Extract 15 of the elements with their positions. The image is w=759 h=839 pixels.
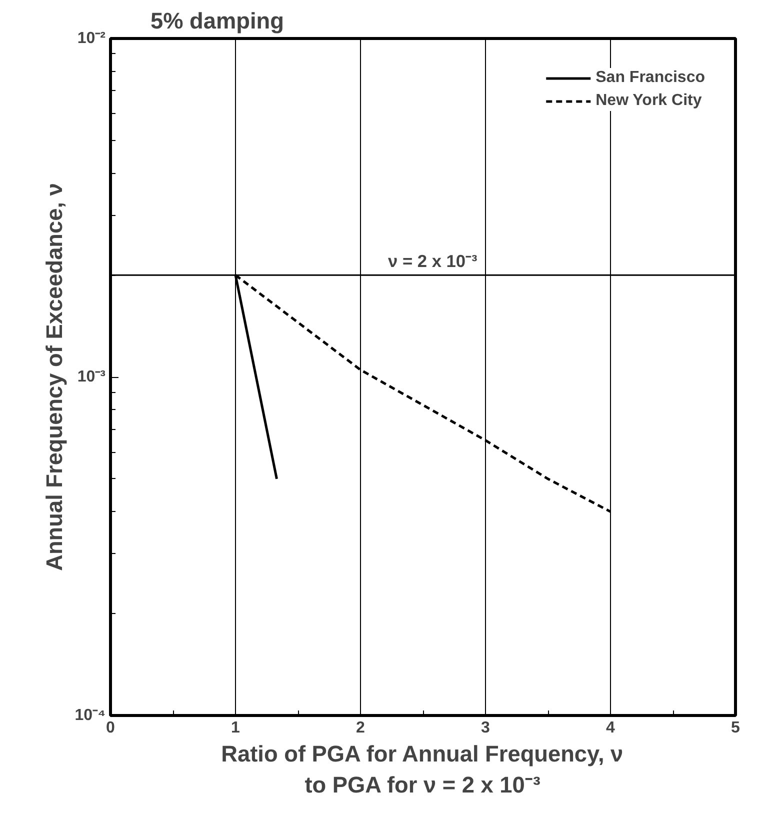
y-tick-label: 10⁻³ <box>77 368 106 386</box>
legend-label: New York City <box>596 92 702 110</box>
x-tick-label: 5 <box>731 720 740 736</box>
legend-label: San Francisco <box>596 69 705 87</box>
ref-line-label: ν = 2 x 10⁻³ <box>388 251 478 272</box>
chart-title: 5% damping <box>150 8 284 34</box>
x-axis-title: Ratio of PGA for Annual Frequency, ν to PGA for ν = 2 x 10⁻³ <box>221 740 624 798</box>
x-tick-label: 4 <box>606 720 616 736</box>
x-tick-label: 3 <box>481 720 490 736</box>
y-axis-title: Annual Frequency of Exceedance, ν <box>40 183 67 571</box>
x-tick-label: 0 <box>106 720 116 736</box>
x-tick-label: 2 <box>356 720 366 736</box>
y-tick-label: 10⁻² <box>77 30 106 47</box>
x-tick-label: 1 <box>231 720 240 736</box>
y-tick-label: 10⁻⁴ <box>74 707 106 724</box>
